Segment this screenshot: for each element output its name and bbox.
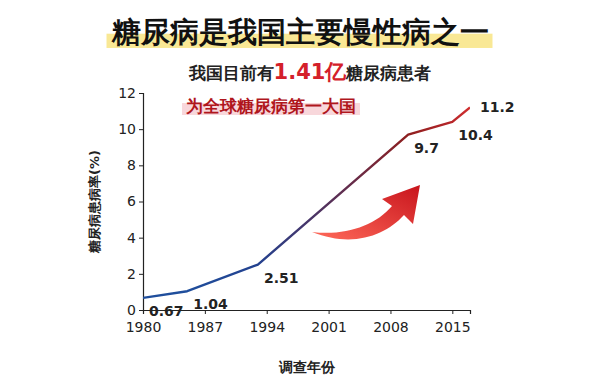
y-tick-mark [139,202,143,203]
y-axis-line [139,94,144,311]
y-tick: 0 [127,302,143,318]
x-tick: 1994 [249,310,285,335]
y-tick-label: 10 [118,121,136,137]
x-tick-mark [143,310,144,314]
y-tick-mark [139,93,143,94]
x-tick-mark [267,310,268,314]
y-tick-mark [139,310,143,311]
y-tick-mark [139,238,143,239]
y-tick-label: 12 [118,85,136,101]
x-tick-label: 2001 [311,319,347,335]
y-tick-label: 8 [127,157,136,173]
y-tick: 4 [127,230,143,246]
arrow [312,185,420,239]
x-tick-mark [329,310,330,314]
data-label: 1.04 [193,296,228,312]
annotation: 为全球糖尿病第一大国 [186,96,356,116]
y-tick-mark [139,129,143,130]
y-tick-mark [139,165,143,166]
data-label: 0.67 [149,303,184,319]
subtitle-part: 1.41亿 [274,60,348,84]
x-axis-title: 调查年份 [278,359,336,375]
y-tick: 12 [118,85,143,101]
y-tick: 6 [127,193,143,209]
x-tick-label: 1994 [249,319,285,335]
annotation-group: 为全球糖尿病第一大国 [182,96,360,116]
subtitle-part: 糖尿病患者 [345,63,431,83]
subtitle-part: 我国目前有 [188,63,274,83]
y-tick: 8 [127,157,143,173]
x-tick-label: 1980 [126,319,162,335]
y-axis-title: 糖尿病患病率(%) [87,150,102,254]
x-tick-label: 1987 [188,319,224,335]
y-tick-mark [139,274,143,275]
title: 糖尿病是我国主要慢性病之一 [111,15,489,49]
x-tick: 2008 [373,310,409,335]
x-tick-label: 2015 [435,319,471,335]
data-line [143,107,470,297]
x-tick: 2015 [435,310,471,335]
data-label: 10.4 [458,127,493,143]
y-tick-label: 0 [127,302,136,318]
data-label: 11.2 [480,99,515,115]
subtitle: 我国目前有1.41亿糖尿病患者 [188,60,432,84]
y-tick: 2 [127,266,143,282]
data-labels: 0.67 1.04 2.51 9.7 10.4 11.2 [149,99,515,318]
y-tick-label: 2 [127,266,136,282]
title-group: 糖尿病是我国主要慢性病之一 [107,15,493,49]
x-tick-label: 2008 [373,319,409,335]
chart-root: 糖尿病是我国主要慢性病之一我国目前有1.41亿糖尿病患者为全球糖尿病第一大国 0 2… [0,0,600,384]
x-tick-mark [390,310,391,314]
x-tick-mark [452,310,453,314]
data-label: 9.7 [414,140,439,156]
x-tick: 1987 [188,310,224,335]
y-tick: 10 [118,121,143,137]
data-label: 2.51 [264,270,299,286]
y-tick-label: 6 [127,193,136,209]
x-tick: 2001 [311,310,347,335]
y-axis: 0 2 4 6 8 10 12 [118,85,143,318]
y-tick-label: 4 [127,230,136,246]
plot-area [143,107,470,297]
